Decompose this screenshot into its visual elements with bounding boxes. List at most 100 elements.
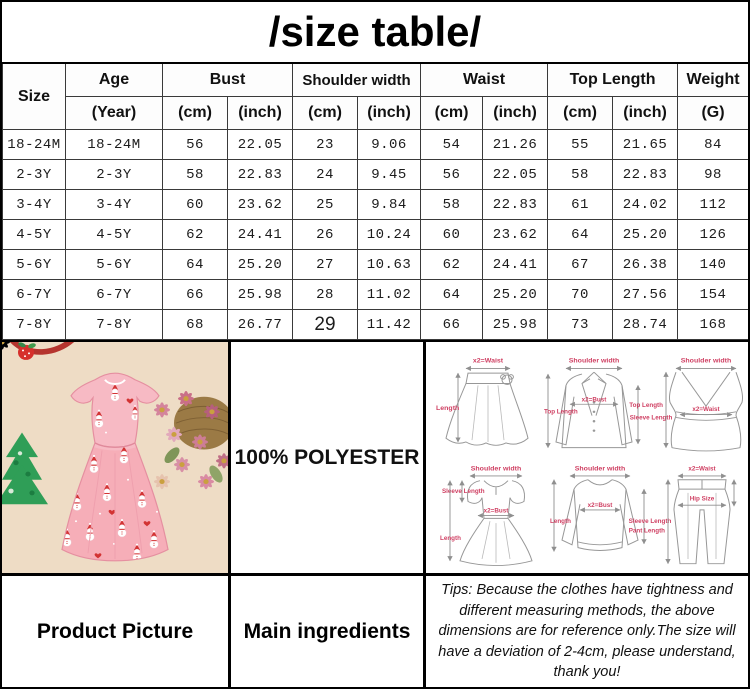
svg-text:Shoulder width: Shoulder width <box>681 358 732 365</box>
table-cell: 68 <box>162 309 228 340</box>
jacket-diagram: Shoulder width Top Length x2=Bust Sleeve… <box>544 358 673 449</box>
svg-text:x2=Waist: x2=Waist <box>473 358 504 365</box>
table-cell: 4-5Y <box>65 219 163 250</box>
main-ingredients-label-cell: Main ingredients <box>231 576 423 687</box>
col-header-weight: Weight <box>677 62 748 97</box>
table-cell: 23.62 <box>227 189 293 220</box>
svg-text:Sleeve Length: Sleeve Length <box>442 488 485 495</box>
vertical-divider-3 <box>228 576 231 687</box>
table-cell: 25.98 <box>227 279 293 310</box>
table-cell: 64 <box>420 279 484 310</box>
table-cell: 22.83 <box>482 189 549 220</box>
table-cell: 62 <box>162 219 228 250</box>
table-cell: 10.63 <box>356 249 422 280</box>
svg-text:Length: Length <box>440 535 461 542</box>
table-cell: 6-7Y <box>65 279 163 310</box>
sweater-diagram: Shoulder width x2=Bust Length Sleeve Len… <box>550 465 672 552</box>
skirt-diagram: x2=Waist Length <box>436 358 529 446</box>
table-cell: 18-24M <box>65 129 163 160</box>
table-cell: 11.02 <box>356 279 422 310</box>
vertical-divider-2 <box>423 342 426 574</box>
table-cell: 28 <box>292 279 358 310</box>
table-row: 5-6Y 5-6Y 64 25.20 27 10.63 62 24.41 67 26.38 140 <box>2 249 748 280</box>
table-cell: 5-6Y <box>65 249 163 280</box>
vertical-divider-4 <box>423 576 426 687</box>
svg-text:Top Length: Top Length <box>629 402 663 409</box>
table-cell: 9.45 <box>356 159 422 190</box>
table-cell: 168 <box>677 309 748 340</box>
table-cell: 10.24 <box>356 219 422 250</box>
table-cell: 26.38 <box>612 249 679 280</box>
table-cell: 22.83 <box>612 159 679 190</box>
table-cell: 26.77 <box>227 309 293 340</box>
col-header-age: Age <box>65 62 163 97</box>
table-cell: 25.20 <box>482 279 549 310</box>
col-header-size: Size <box>2 62 66 130</box>
table-cell: 24.41 <box>227 219 293 250</box>
svg-text:x2=Bust: x2=Bust <box>582 397 607 404</box>
col-header-bust: Bust <box>162 62 293 97</box>
product-photo-illustration <box>2 342 228 574</box>
table-cell: 56 <box>420 159 484 190</box>
table-cell: 23 <box>292 129 358 160</box>
table-cell: 126 <box>677 219 748 250</box>
table-cell: 7-8Y <box>65 309 163 340</box>
table-cell: 140 <box>677 249 748 280</box>
table-cell: 98 <box>677 159 748 190</box>
table-row: 6-7Y 6-7Y 66 25.98 28 11.02 64 25.20 70 27.56 154 <box>2 279 748 310</box>
svg-text:Length: Length <box>436 405 459 412</box>
measurement-diagrams: x2=Waist Length Shoulder width <box>426 342 748 574</box>
tips-cell: Tips: Because the clothes have tightness… <box>426 576 748 687</box>
table-cell: 73 <box>547 309 614 340</box>
table-cell: 2-3Y <box>2 159 66 190</box>
flower-bouquet <box>2 342 228 490</box>
table-row: 2-3Y 2-3Y 58 22.83 24 9.45 56 22.05 58 22.83 98 <box>2 159 748 190</box>
table-cell: 28.74 <box>612 309 679 340</box>
svg-text:Shoulder width: Shoulder width <box>575 465 626 472</box>
table-cell: 84 <box>677 129 748 160</box>
table-cell: 24 <box>292 159 358 190</box>
table-cell: 25 <box>292 189 358 220</box>
product-picture-label: Product Picture <box>36 619 194 643</box>
table-cell: 22.05 <box>227 129 293 160</box>
table-cell: 9.84 <box>356 189 422 220</box>
tips-text: Tips: Because the clothes have tightness… <box>438 582 736 681</box>
table-cell: 66 <box>162 279 228 310</box>
table-header: Size Age Bust Shoulder width Waist Top L… <box>2 62 748 130</box>
col-header-waist: Waist <box>420 62 549 97</box>
middle-section: 100% POLYESTER x2=Waist <box>2 340 748 577</box>
page-title: /size table/ <box>268 8 482 55</box>
table-cell: 64 <box>162 249 228 280</box>
table-cell: 18-24M <box>2 129 66 160</box>
table-cell: 58 <box>162 159 228 190</box>
svg-text:Shoulder width: Shoulder width <box>471 465 522 472</box>
subheader-toplength-inch: (inch) <box>612 96 679 130</box>
svg-text:x2=Waist: x2=Waist <box>692 406 719 413</box>
subheader-waist-cm: (cm) <box>420 96 484 130</box>
table-cell: 55 <box>547 129 614 160</box>
table-cell: 25.98 <box>482 309 549 340</box>
measurement-diagrams-illustration: x2=Waist Length Shoulder width <box>436 358 743 566</box>
dress-diagram: Shoulder width x2=Bust Sleeve Length Len… <box>440 465 533 566</box>
table-cell: 60 <box>162 189 228 220</box>
table-cell: 25.20 <box>612 219 679 250</box>
table-cell: 62 <box>420 249 484 280</box>
table-cell: 11.42 <box>356 309 422 340</box>
table-cell: 24.41 <box>482 249 549 280</box>
svg-text:Top Length: Top Length <box>544 409 578 416</box>
table-cell: 2-3Y <box>65 159 163 190</box>
subheader-waist-inch: (inch) <box>482 96 549 130</box>
table-row: 3-4Y 3-4Y 60 23.62 25 9.84 58 22.83 61 24.02 112 <box>2 189 748 220</box>
table-cell: 54 <box>420 129 484 160</box>
table-cell: 70 <box>547 279 614 310</box>
svg-text:Sleeve Length: Sleeve Length <box>629 518 672 525</box>
table-cell: 58 <box>547 159 614 190</box>
vest-diagram: Shoulder width x2=Waist Top Length <box>629 358 743 452</box>
table-cell: 60 <box>420 219 484 250</box>
subheader-bust-inch: (inch) <box>227 96 293 130</box>
table-cell: 67 <box>547 249 614 280</box>
product-picture-label-cell: Product Picture <box>2 576 228 687</box>
svg-text:Shoulder width: Shoulder width <box>569 358 620 365</box>
table-cell: 4-5Y <box>2 219 66 250</box>
